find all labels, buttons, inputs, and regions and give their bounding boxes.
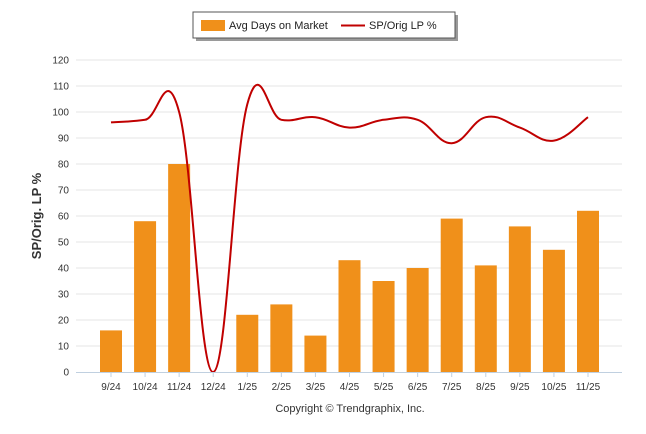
x-tick-label: 7/25 [442,382,462,393]
y-tick-label: 100 [52,108,69,119]
y-tick-label: 80 [58,160,70,171]
bar [406,268,429,372]
bar [168,164,191,372]
y-tick-label: 50 [58,238,70,249]
x-tick-label: 4/25 [340,382,360,393]
legend: Avg Days on Market SP/Orig LP % [192,11,458,41]
y-tick-label: 10 [58,342,70,353]
y-tick-label: 70 [58,186,70,197]
x-tick-label: 8/25 [476,382,496,393]
bar [134,221,157,372]
y-tick-label: 120 [52,56,69,67]
x-tick-label: 10/24 [133,382,158,393]
y-tick-label: 20 [58,316,70,327]
x-tick-label: 9/24 [101,382,121,393]
legend-box [192,11,456,39]
legend-swatch-bars [201,20,225,31]
bar [304,335,327,372]
y-tick-label: 90 [58,134,70,145]
x-tick-label: 12/24 [201,382,226,393]
bar [100,330,122,372]
bar [577,210,599,372]
legend-label-line: SP/Orig LP % [369,20,437,32]
x-tick-label: 1/25 [238,382,258,393]
gridlines [76,59,622,347]
y-axis-label: SP/Orig. LP % [29,172,44,259]
bar [372,281,395,372]
y-axis-ticks: 0 10 20 30 40 50 60 70 80 90 100 110 120 [52,56,69,379]
bar [270,304,293,372]
y-tick-label: 110 [53,82,69,93]
x-axis-ticks: 9/24 10/24 11/24 12/24 1/25 2/25 3/25 4/25 5/25 6… [101,372,601,393]
line-series [110,83,589,374]
bar [474,265,497,372]
sp-orig-lp-line [110,83,589,374]
y-tick-label: 60 [58,212,70,223]
copyright-text: Copyright © Trendgraphix, Inc. [275,403,424,415]
bar [236,314,259,372]
y-tick-label: 40 [58,264,70,275]
x-tick-label: 3/25 [306,382,326,393]
x-tick-label: 6/25 [408,382,428,393]
legend-label-bars: Avg Days on Market [229,20,328,32]
x-tick-label: 9/25 [510,382,530,393]
bar-series [100,164,599,372]
x-tick-label: 5/25 [374,382,394,393]
x-tick-label: 11/24 [167,382,192,393]
bar [440,218,463,372]
x-tick-label: 10/25 [541,382,566,393]
y-tick-label: 0 [63,368,69,379]
bar [508,226,531,372]
x-tick-label: 11/25 [576,382,601,393]
bar [542,249,565,372]
bar [338,260,361,372]
x-tick-label: 2/25 [272,382,292,393]
y-tick-label: 30 [58,290,70,301]
